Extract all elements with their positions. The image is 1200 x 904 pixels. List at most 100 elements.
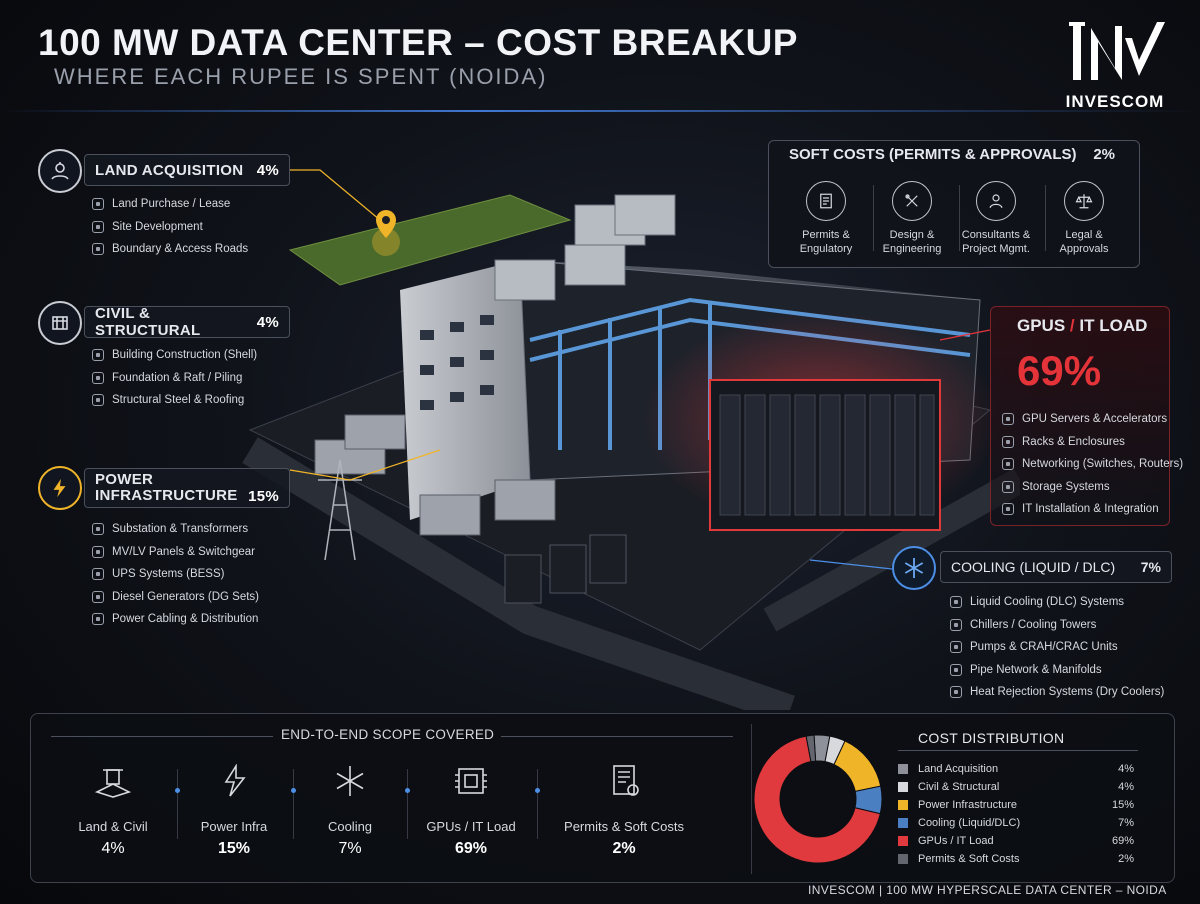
legend-label: GPUs / IT Load — [918, 835, 994, 847]
soft-item-label: Design & — [889, 229, 935, 241]
scope-item-label: Permits & Soft Costs — [564, 819, 684, 834]
divider — [537, 769, 538, 839]
cooling-list: Liquid Cooling (DLC) Systems Chillers / … — [950, 591, 1164, 704]
bullet-icon — [92, 613, 104, 626]
location-pin-icon — [372, 210, 400, 256]
land-acquisition-header: LAND ACQUISITION 4% — [84, 154, 290, 186]
list-item-label: Structural Steel & Roofing — [112, 394, 245, 407]
donut-slice-power-infrastructure — [833, 740, 882, 792]
soft-item-design: Design & Engineering — [873, 181, 951, 256]
permit-document-icon — [549, 764, 699, 803]
list-item-label: Pumps & CRAH/CRAC Units — [970, 641, 1118, 654]
scope-title: END-TO-END SCOPE COVERED — [281, 727, 495, 742]
cost-distribution-donut-chart — [753, 734, 883, 864]
legend-swatch — [898, 854, 908, 864]
list-item-label: Power Cabling & Distribution — [112, 613, 259, 626]
list-item: IT Installation & Integration — [1002, 498, 1183, 521]
civil-structural-icon — [38, 301, 82, 345]
land-acquisition-title: LAND ACQUISITION — [95, 161, 244, 179]
soft-item-label: Engineering — [882, 243, 942, 255]
gpu-chip-icon — [411, 764, 531, 803]
legend-value: 69% — [1111, 835, 1134, 847]
legend-value: 4% — [1118, 763, 1134, 775]
office-block — [400, 260, 530, 520]
soft-item-label: Consultants & — [961, 229, 1031, 241]
legend-leader-line — [1002, 841, 1104, 842]
scope-item-cooling: Cooling 7% — [290, 764, 410, 858]
list-item-label: Storage Systems — [1022, 480, 1110, 493]
legend-label: Civil & Structural — [918, 781, 1000, 793]
list-item: Boundary & Access Roads — [92, 238, 248, 261]
list-item: Substation & Transformers — [92, 518, 259, 541]
scope-item-pct: 15% — [217, 840, 251, 857]
transmission-tower — [318, 459, 362, 561]
cost-distribution-title: COST DISTRIBUTION — [918, 730, 1065, 746]
gpu-it-load-pct: 69% — [1017, 347, 1102, 394]
list-item: Structural Steel & Roofing — [92, 389, 257, 412]
divider — [177, 769, 178, 839]
cooling-header: COOLING (LIQUID / DLC) 7% — [940, 551, 1172, 583]
list-item: Liquid Cooling (DLC) Systems — [950, 591, 1164, 614]
legend-value: 7% — [1118, 817, 1134, 829]
legend-swatch — [898, 782, 908, 792]
legend-swatch — [898, 800, 908, 810]
list-item: Heat Rejection Systems (Dry Coolers) — [950, 681, 1164, 704]
list-item: Pipe Network & Manifolds — [950, 659, 1164, 682]
soft-item-label: Engulatory — [799, 243, 853, 255]
soft-item-label: Permits & — [802, 229, 850, 241]
list-item-label: Site Development — [112, 220, 203, 233]
power-infrastructure-header: POWER INFRASTRUCTURE 15% — [84, 468, 290, 508]
donut-slice-gpus-it-load — [753, 735, 881, 864]
divider — [898, 750, 1138, 751]
list-item: Foundation & Raft / Piling — [92, 367, 257, 390]
summary-bar: END-TO-END SCOPE COVERED Land & Civil 4%… — [30, 713, 1175, 883]
scope-item-power-infra: Power Infra 15% — [174, 763, 294, 858]
soft-item-consultants: Consultants & Project Mgmt. — [957, 181, 1035, 256]
divider — [407, 769, 408, 839]
bullet-icon — [92, 590, 104, 603]
list-item: UPS Systems (BESS) — [92, 563, 259, 586]
legend-value: 2% — [1118, 853, 1134, 865]
bullet-icon — [950, 641, 962, 654]
power-title-line2: INFRASTRUCTURE — [95, 487, 238, 504]
list-item-label: IT Installation & Integration — [1022, 503, 1159, 516]
diesel-generators — [504, 534, 627, 604]
scope-item-label: Power Infra — [200, 819, 268, 834]
list-item-label: Boundary & Access Roads — [112, 243, 249, 256]
soft-item-permits: Permits & Engulatory — [787, 181, 865, 256]
legend-label: Power Infrastructure — [918, 799, 1018, 811]
land-acquisition-pct: 4% — [256, 161, 279, 179]
list-item: GPU Servers & Accelerators — [1002, 408, 1183, 431]
list-item: Pumps & CRAH/CRAC Units — [950, 636, 1164, 659]
gpu-it-load-title: GPUS / IT LOAD — [1017, 316, 1148, 335]
scope-item-gpus: GPUs / IT Load 69% — [411, 764, 531, 858]
legend-item: Power Infrastructure 15% — [898, 796, 1134, 814]
snowflake-icon — [290, 764, 410, 803]
soft-item-label: Approvals — [1059, 243, 1109, 255]
divider-dot — [175, 788, 180, 793]
power-yard — [314, 414, 556, 536]
divider — [959, 185, 960, 251]
bullet-icon — [92, 220, 104, 233]
list-item-label: Heat Rejection Systems (Dry Coolers) — [970, 686, 1165, 699]
donut-slice-permits-soft-costs — [805, 734, 817, 763]
page-title: 100 MW DATA CENTER – COST BREAKUP — [38, 22, 798, 63]
bullet-icon — [92, 198, 104, 211]
gpu-title-part: IT LOAD — [1079, 316, 1148, 335]
soft-costs-panel: SOFT COSTS (PERMITS & APPROVALS) 2% Perm… — [768, 140, 1140, 268]
legend-swatch — [898, 764, 908, 774]
cooling-pct: 7% — [1140, 559, 1161, 575]
list-item: Building Construction (Shell) — [92, 344, 257, 367]
list-item: Land Purchase / Lease — [92, 193, 248, 216]
list-item-label: Racks & Enclosures — [1022, 435, 1125, 448]
legend-label: Land Acquisition — [918, 763, 999, 775]
soft-item-legal: Legal & Approvals — [1045, 181, 1123, 256]
scope-item-label: GPUs / IT Load — [426, 819, 516, 834]
list-item: Racks & Enclosures — [1002, 431, 1183, 454]
divider-dot — [291, 788, 296, 793]
soft-costs-pct: 2% — [1093, 146, 1115, 163]
scope-item-land-civil: Land & Civil 4% — [53, 764, 173, 858]
office-windows — [420, 315, 494, 410]
list-item-label: Building Construction (Shell) — [112, 349, 258, 362]
list-item-label: GPU Servers & Accelerators — [1022, 413, 1168, 426]
